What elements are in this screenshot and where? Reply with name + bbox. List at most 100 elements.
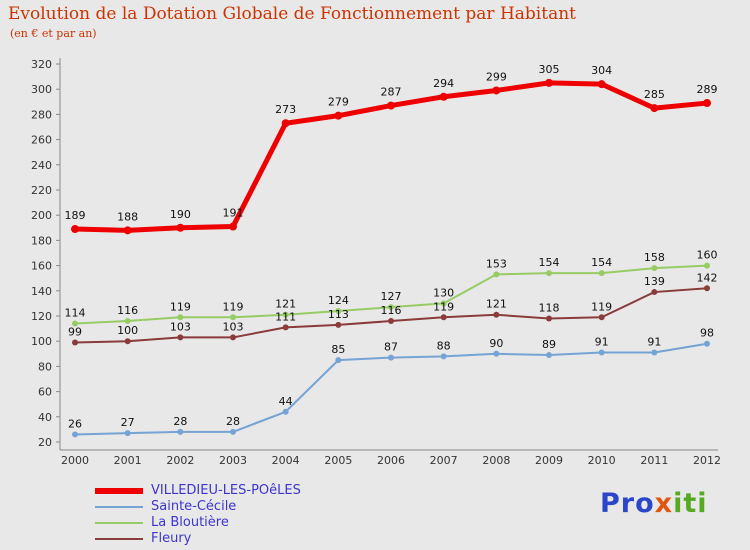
axes <box>59 58 718 451</box>
logo-part: Pro <box>600 488 655 519</box>
legend-swatch <box>95 537 143 540</box>
value-label: 99 <box>68 325 82 338</box>
value-label: 116 <box>117 304 138 317</box>
x-tick-label: 2002 <box>166 454 194 467</box>
value-label: 87 <box>384 341 398 354</box>
value-label: 142 <box>697 271 718 284</box>
value-label: 121 <box>486 298 507 311</box>
legend: VILLEDIEU-LES-POêLES Sainte-Cécile La Blou… <box>95 483 301 546</box>
x-tick-label: 2000 <box>61 454 89 467</box>
x-tick-label: 2009 <box>535 454 563 467</box>
value-label: 98 <box>700 327 714 340</box>
value-label: 119 <box>591 300 612 313</box>
legend-swatch <box>95 487 143 494</box>
y-tick-label: 160 <box>31 260 52 273</box>
series-La Bloutière <box>72 262 710 327</box>
series-VILLEDIEU-LES-POêLES <box>71 78 711 235</box>
value-labels-La Bloutière: 114 116 119 119 121 124 127 130 153 154 154 158 160 <box>65 249 718 320</box>
logo-part: x <box>654 488 674 519</box>
series-Sainte-Cécile <box>72 340 710 438</box>
x-tick-label: 2007 <box>430 454 458 467</box>
y-axis-labels: 20 40 60 80 100 120 140 160 180 200 220 240 260 280 30… <box>31 58 60 449</box>
value-label: 119 <box>433 300 454 313</box>
value-label: 114 <box>65 307 86 320</box>
x-tick-label: 2011 <box>640 454 668 467</box>
value-label: 154 <box>591 256 612 269</box>
value-label: 26 <box>68 417 82 430</box>
value-label: 90 <box>489 337 503 350</box>
legend-item: Fleury <box>95 531 301 546</box>
value-label: 191 <box>223 207 244 220</box>
value-label: 289 <box>697 83 718 96</box>
value-label: 119 <box>170 300 191 313</box>
value-label: 119 <box>223 300 244 313</box>
value-label: 154 <box>539 256 560 269</box>
legend-item: VILLEDIEU-LES-POêLES <box>95 483 301 498</box>
value-label: 299 <box>486 70 507 83</box>
y-tick-label: 280 <box>31 108 52 121</box>
value-label: 273 <box>275 103 296 116</box>
value-label: 89 <box>542 338 556 351</box>
value-label: 158 <box>644 251 665 264</box>
value-label: 127 <box>381 290 402 303</box>
value-label: 279 <box>328 96 349 109</box>
y-tick-label: 200 <box>31 209 52 222</box>
x-tick-label: 2012 <box>693 454 721 467</box>
value-label: 294 <box>433 77 454 90</box>
value-label: 285 <box>644 88 665 101</box>
value-label: 103 <box>170 320 191 333</box>
value-label: 100 <box>117 324 138 337</box>
value-label: 44 <box>279 395 293 408</box>
value-label: 111 <box>275 310 296 323</box>
value-label: 121 <box>275 298 296 311</box>
y-tick-label: 180 <box>31 234 52 247</box>
value-label: 28 <box>173 415 187 428</box>
legend-item: Sainte-Cécile <box>95 499 301 514</box>
y-tick-label: 40 <box>38 411 52 424</box>
value-label: 188 <box>117 210 138 223</box>
x-tick-label: 2008 <box>482 454 510 467</box>
y-tick-label: 120 <box>31 310 52 323</box>
value-label: 305 <box>539 63 560 76</box>
value-label: 113 <box>328 308 349 321</box>
value-label: 287 <box>381 86 402 99</box>
legend-label: VILLEDIEU-LES-POêLES <box>151 483 301 498</box>
value-label: 189 <box>65 209 86 222</box>
x-tick-label: 2010 <box>588 454 616 467</box>
value-label: 91 <box>595 336 609 349</box>
y-tick-label: 80 <box>38 360 52 373</box>
value-label: 118 <box>539 302 560 315</box>
proxiti-logo: Proxiti <box>600 488 708 519</box>
y-tick-label: 320 <box>31 58 52 71</box>
value-label: 88 <box>437 339 451 352</box>
legend-swatch <box>95 505 143 508</box>
chart-title: Evolution de la Dotation Globale de Fonc… <box>8 4 576 24</box>
y-tick-label: 240 <box>31 159 52 172</box>
y-tick-label: 60 <box>38 386 52 399</box>
y-tick-label: 20 <box>38 436 52 449</box>
value-label: 160 <box>697 249 718 262</box>
chart-svg: 20 40 60 80 100 120 140 160 180 200 220 240 260 280 30… <box>31 58 721 467</box>
value-label: 103 <box>223 320 244 333</box>
chart-subtitle: (en € et par an) <box>10 27 97 40</box>
x-tick-label: 2001 <box>114 454 142 467</box>
value-label: 27 <box>121 416 135 429</box>
value-labels-Fleury: 99 100 103 103 111 113 116 119 121 118 119 139 142 <box>68 271 718 338</box>
logo-part: iti <box>673 488 708 519</box>
x-axis-labels: 2000 2001 2002 2003 2004 2005 2006 2007 2008 2009… <box>61 454 721 467</box>
value-labels-VILLEDIEU-LES-POêLES: 189 188 190 191 273 279 287 294 299 305 304 285 289 <box>65 63 718 223</box>
y-tick-label: 260 <box>31 134 52 147</box>
legend-swatch <box>95 521 143 524</box>
legend-label: La Bloutière <box>151 515 229 530</box>
y-tick-label: 300 <box>31 83 52 96</box>
x-tick-label: 2005 <box>324 454 352 467</box>
value-label: 139 <box>644 275 665 288</box>
value-label: 85 <box>331 343 345 356</box>
value-label: 304 <box>591 64 612 77</box>
y-tick-label: 140 <box>31 285 52 298</box>
x-tick-label: 2004 <box>272 454 300 467</box>
value-label: 91 <box>647 336 661 349</box>
y-tick-label: 220 <box>31 184 52 197</box>
y-tick-label: 100 <box>31 335 52 348</box>
